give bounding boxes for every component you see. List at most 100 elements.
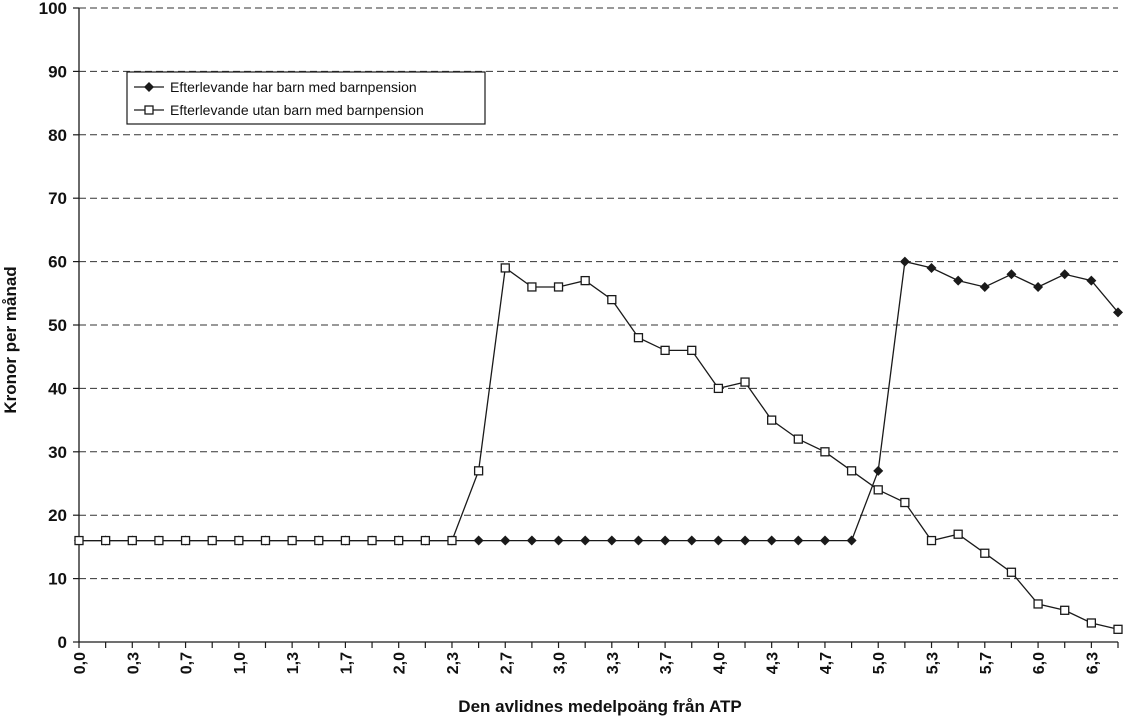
series-2-point xyxy=(767,415,777,425)
series-2-point xyxy=(207,535,217,546)
gridlines xyxy=(79,7,1118,580)
series-2-point xyxy=(234,535,244,546)
series-2-point xyxy=(1006,567,1017,577)
series-2-point xyxy=(1060,605,1070,615)
y-axis-title: Kronor per månad xyxy=(1,266,20,413)
x-tick-label: 1,0 xyxy=(232,652,249,674)
y-tick-label: 0 xyxy=(58,633,67,652)
series-2-point xyxy=(607,294,617,305)
legend-marker-series-2 xyxy=(144,105,154,115)
series-2-point xyxy=(420,535,430,546)
series-1-point xyxy=(793,535,804,546)
x-tick-label: 2,0 xyxy=(392,652,409,674)
x-tick-label: 0,0 xyxy=(72,652,89,674)
series-1-point xyxy=(633,535,644,546)
x-tick-label: 5,3 xyxy=(925,652,942,674)
x-tick-label: 2,3 xyxy=(445,652,462,674)
x-tick-label: 0,7 xyxy=(179,652,196,674)
series-2 xyxy=(74,263,1123,634)
x-axis-title: Den avlidnes medelpoäng från ATP xyxy=(458,697,741,716)
y-tick-label: 90 xyxy=(48,62,67,81)
series-2-point xyxy=(926,535,937,546)
x-tick-label: 6,0 xyxy=(1031,652,1048,674)
series-2-point xyxy=(394,535,404,546)
series-2-point xyxy=(447,535,457,546)
series-2-point xyxy=(287,535,297,546)
legend-label-series-2: Efterlevande utan barn med barnpension xyxy=(170,102,424,118)
series-2-point xyxy=(873,485,883,495)
x-tick-label: 0,3 xyxy=(125,652,142,674)
series-2-point xyxy=(1113,624,1123,634)
series-1-point xyxy=(1006,269,1017,280)
series-2-point xyxy=(260,535,271,546)
series-2-point xyxy=(553,282,564,292)
series-1-point xyxy=(1059,269,1070,280)
series-2-point xyxy=(74,535,84,546)
x-tick-label: 4,0 xyxy=(711,652,728,674)
x-tick-label: 3,7 xyxy=(658,652,675,674)
series-2-point xyxy=(1033,599,1043,609)
series-2-point xyxy=(340,535,351,546)
series-2-point xyxy=(500,263,510,273)
series-1-point xyxy=(873,465,884,476)
series-1-point xyxy=(926,262,937,273)
series-2-point xyxy=(980,548,990,558)
series-2-point xyxy=(846,466,857,476)
series-1-point xyxy=(686,535,697,546)
x-tick-label: 5,7 xyxy=(978,652,995,674)
series-2-point xyxy=(687,345,697,356)
series-2-point xyxy=(660,345,670,356)
series-1-point xyxy=(979,281,990,292)
series-1-point xyxy=(766,535,777,546)
series-2-point xyxy=(180,535,191,546)
series-1-point xyxy=(526,535,537,546)
y-tick-label: 70 xyxy=(48,189,67,208)
series-2-point xyxy=(473,466,484,476)
y-tick-label: 60 xyxy=(48,253,67,272)
series-1-point xyxy=(473,535,484,546)
series-2-point xyxy=(820,447,830,457)
series-2-point xyxy=(580,275,590,286)
x-tick-label: 1,7 xyxy=(338,652,355,674)
axes xyxy=(73,7,1119,648)
series-2-point xyxy=(314,535,324,546)
series-1-point xyxy=(606,535,617,546)
x-tick-label: 1,3 xyxy=(285,652,302,674)
series-1-point xyxy=(846,535,857,546)
x-tick-label: 4,7 xyxy=(818,652,835,674)
series xyxy=(74,256,1123,634)
series-1-line xyxy=(79,260,1119,542)
y-tick-label: 30 xyxy=(48,443,67,462)
series-1-point xyxy=(713,535,724,546)
series-1-point xyxy=(1113,307,1123,318)
series-2-point xyxy=(713,383,724,394)
series-1-point xyxy=(553,535,564,546)
legend-box xyxy=(126,71,486,125)
series-2-point xyxy=(527,282,537,292)
series-1 xyxy=(74,256,1123,546)
series-1-point xyxy=(1086,275,1097,286)
series-1-point xyxy=(819,535,830,546)
series-1-point xyxy=(580,535,591,546)
series-2-point xyxy=(100,535,111,546)
x-tick-label: 4,3 xyxy=(765,652,782,674)
series-1-point xyxy=(953,275,964,286)
series-2-point xyxy=(953,529,963,539)
series-2-point xyxy=(900,497,910,508)
series-2-line xyxy=(79,266,1119,630)
series-2-point xyxy=(1086,618,1097,628)
y-tick-label: 80 xyxy=(48,126,67,145)
y-tick-label: 10 xyxy=(48,570,67,589)
x-tick-label: 2,7 xyxy=(498,652,515,674)
y-tick-label: 50 xyxy=(48,316,67,335)
series-1-point xyxy=(500,535,511,546)
series-2-point xyxy=(740,377,750,387)
series-2-point xyxy=(154,535,164,546)
legend: Efterlevande har barn med barnpension Ef… xyxy=(126,71,486,125)
series-2-point xyxy=(633,333,644,343)
y-tick-label: 100 xyxy=(39,0,67,18)
x-tick-label: 6,3 xyxy=(1084,652,1101,674)
y-tick-label: 20 xyxy=(48,506,67,525)
x-tick-label: 3,3 xyxy=(605,652,622,674)
